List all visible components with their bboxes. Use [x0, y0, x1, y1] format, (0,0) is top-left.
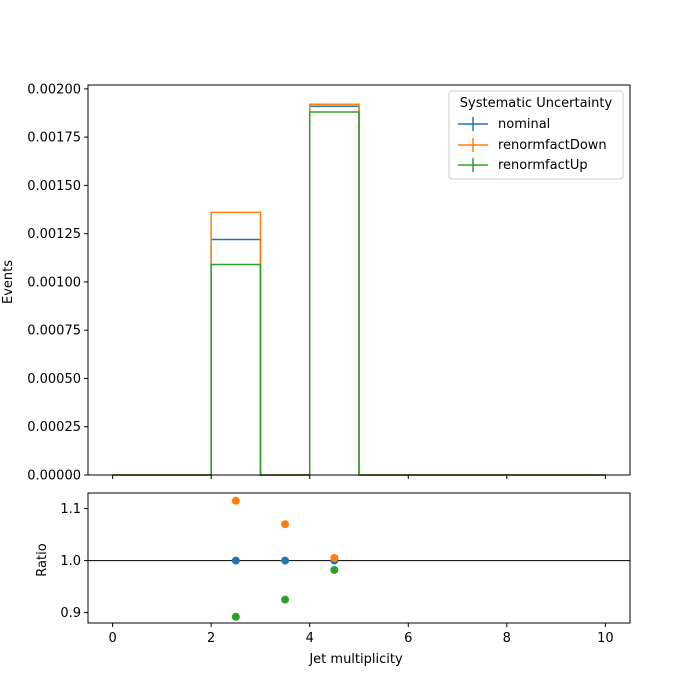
- main-y-tick-label: 0.00125: [27, 227, 81, 242]
- ratio-point-renormfactdown: [231, 496, 240, 505]
- legend-label-renormfactup: renormfactUp: [498, 158, 588, 173]
- main-y-tick-label: 0.00175: [27, 131, 81, 146]
- x-tick-label: 0: [108, 631, 116, 646]
- ratio-y-axis-label: Ratio: [35, 543, 50, 576]
- ratio-points: [231, 496, 339, 621]
- ratio-y-tick-label: 1.0: [60, 554, 81, 569]
- ratio-point-renormfactup: [231, 612, 240, 621]
- main-x-ticks: [112, 475, 606, 479]
- main-y-ticks: 0.00000 0.00025 0.00050 0.00075 0.00100 0.001…: [27, 82, 88, 484]
- main-y-tick-label: 0.00050: [27, 372, 81, 387]
- legend: Systematic Uncertainty nominal renormfac…: [448, 90, 624, 180]
- ratio-y-ticks: 0.9 1.0 1.1: [60, 502, 88, 621]
- ratio-axes-frame: [87, 492, 631, 624]
- legend-title: Systematic Uncertainty: [460, 96, 613, 111]
- ratio-point-nominal: [231, 556, 240, 565]
- main-plot-panel: 0.00000 0.00025 0.00050 0.00075 0.00100 0.001…: [1, 82, 631, 484]
- ratio-plot-panel: 0.9 1.0 1.1 0 2 4 6 8 10 Ratio Jet multiplicity: [35, 492, 631, 667]
- ratio-y-tick-label: 1.1: [60, 502, 81, 517]
- ratio-point-nominal: [281, 556, 290, 565]
- legend-label-nominal: nominal: [498, 117, 550, 132]
- legend-entry-renormfactdown: renormfactDown: [458, 138, 607, 153]
- ratio-point-renormfactup: [330, 565, 339, 574]
- main-y-tick-label: 0.00150: [27, 179, 81, 194]
- x-tick-label: 10: [597, 631, 614, 646]
- x-tick-label: 2: [207, 631, 215, 646]
- legend-entry-nominal: nominal: [458, 117, 550, 132]
- legend-label-renormfactdown: renormfactDown: [498, 138, 607, 153]
- x-axis-label: Jet multiplicity: [308, 652, 403, 667]
- legend-entry-renormfactup: renormfactUp: [458, 158, 588, 173]
- x-tick-label: 8: [503, 631, 511, 646]
- main-y-tick-label: 0.00025: [27, 420, 81, 435]
- legend-box: [448, 90, 624, 180]
- main-axes-frame: [87, 84, 631, 476]
- ratio-point-renormfactdown: [330, 554, 339, 562]
- x-tick-label: 6: [404, 631, 412, 646]
- main-y-axis-label: Events: [1, 260, 16, 304]
- ratio-point-renormfactdown: [281, 520, 290, 529]
- main-y-tick-label: 0.00000: [27, 469, 81, 484]
- ratio-y-tick-label: 0.9: [60, 606, 81, 621]
- x-tick-label: 4: [306, 631, 314, 646]
- main-y-tick-label: 0.00100: [27, 275, 81, 290]
- main-y-tick-label: 0.00200: [27, 82, 81, 97]
- ratio-point-renormfactup: [281, 595, 290, 604]
- main-y-tick-label: 0.00075: [27, 324, 81, 339]
- ratio-x-ticks: 0 2 4 6 8 10: [108, 623, 614, 646]
